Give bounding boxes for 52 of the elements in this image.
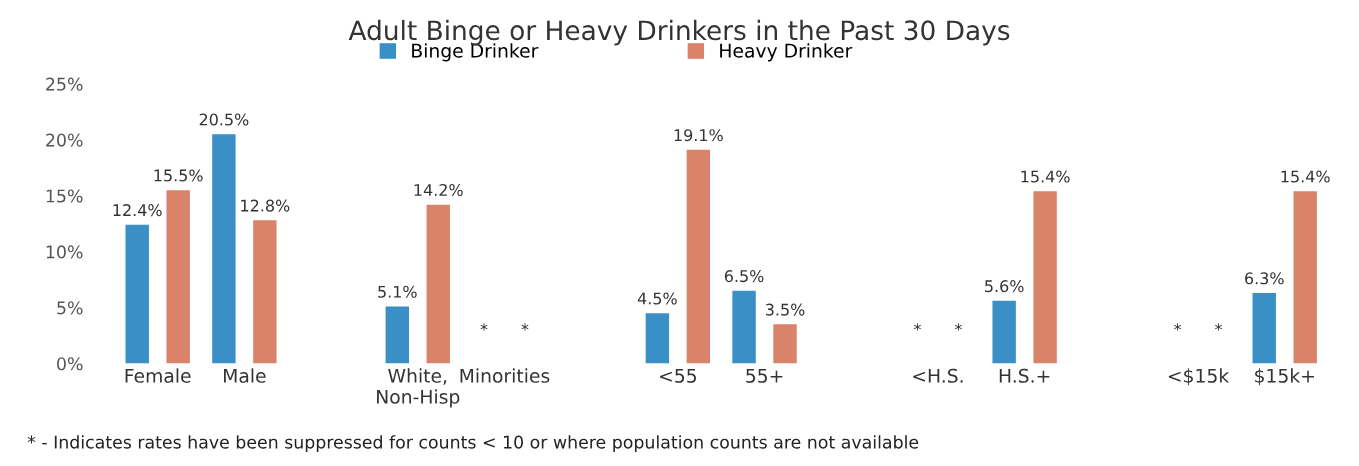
bar: [992, 300, 1016, 364]
text: * - Indicates rates have been suppressed for counts < 10 or where population counts are not available: [27, 435, 919, 453]
text: *: [1174, 323, 1182, 331]
x-tick-label: H.S.+: [999, 368, 1050, 383]
data-label: 4.5%: [637, 292, 677, 305]
bar: [253, 220, 277, 364]
data-label: 19.1%: [674, 129, 723, 142]
x-tick-label: Male: [224, 368, 266, 383]
data-label: 15.4%: [1021, 170, 1070, 183]
data-label: 20.5%: [199, 113, 249, 126]
x-tick-label: <H.S.: [913, 368, 963, 383]
data-label: 12.8%: [241, 199, 290, 212]
bar: [166, 190, 190, 364]
y-tick-label: 0%: [57, 357, 83, 371]
text: *: [1214, 323, 1223, 331]
data-label: 14.2%: [414, 183, 463, 197]
y-tick-label: 15%: [46, 189, 83, 203]
y-tick-label: 5%: [57, 301, 83, 315]
bar: [773, 324, 797, 364]
bar: [1252, 293, 1276, 364]
text: *: [521, 323, 529, 331]
x-tick-label: Minorities: [460, 368, 550, 383]
data-label: 6.3%: [1245, 272, 1284, 285]
data-label: 5.6%: [985, 280, 1024, 293]
bar: [645, 313, 670, 364]
text: *: [480, 323, 488, 331]
text: *: [913, 323, 921, 331]
bar: [1033, 191, 1057, 364]
legend-label: Heavy Drinker: [720, 43, 853, 62]
data-label: 12.4%: [113, 204, 162, 217]
bar: [1293, 191, 1317, 364]
y-tick-label: 10%: [46, 245, 83, 259]
y-tick-label: 25%: [46, 77, 83, 91]
bar: [426, 204, 450, 364]
x-tick-label: <55: [660, 368, 697, 383]
x-tick-label: <$15k: [1168, 368, 1230, 386]
data-label: 15.5%: [154, 169, 203, 182]
x-tick-label: White, Non-Hisp: [377, 368, 460, 408]
x-tick-label: $15k+: [1255, 368, 1314, 386]
x-tick-label: Female: [125, 368, 191, 383]
bar: [385, 306, 409, 364]
x-tick-label: 55+: [746, 368, 783, 383]
bar: [686, 149, 711, 364]
text: *: [954, 323, 962, 331]
data-label: 5.1%: [378, 285, 417, 298]
bar: [732, 290, 756, 364]
data-label: 15.4%: [1281, 170, 1330, 183]
bar: [125, 224, 149, 364]
data-label: 6.5%: [724, 270, 764, 283]
data-label: 3.5%: [765, 303, 805, 316]
bar: [212, 134, 236, 364]
y-tick-label: 20%: [46, 133, 83, 147]
